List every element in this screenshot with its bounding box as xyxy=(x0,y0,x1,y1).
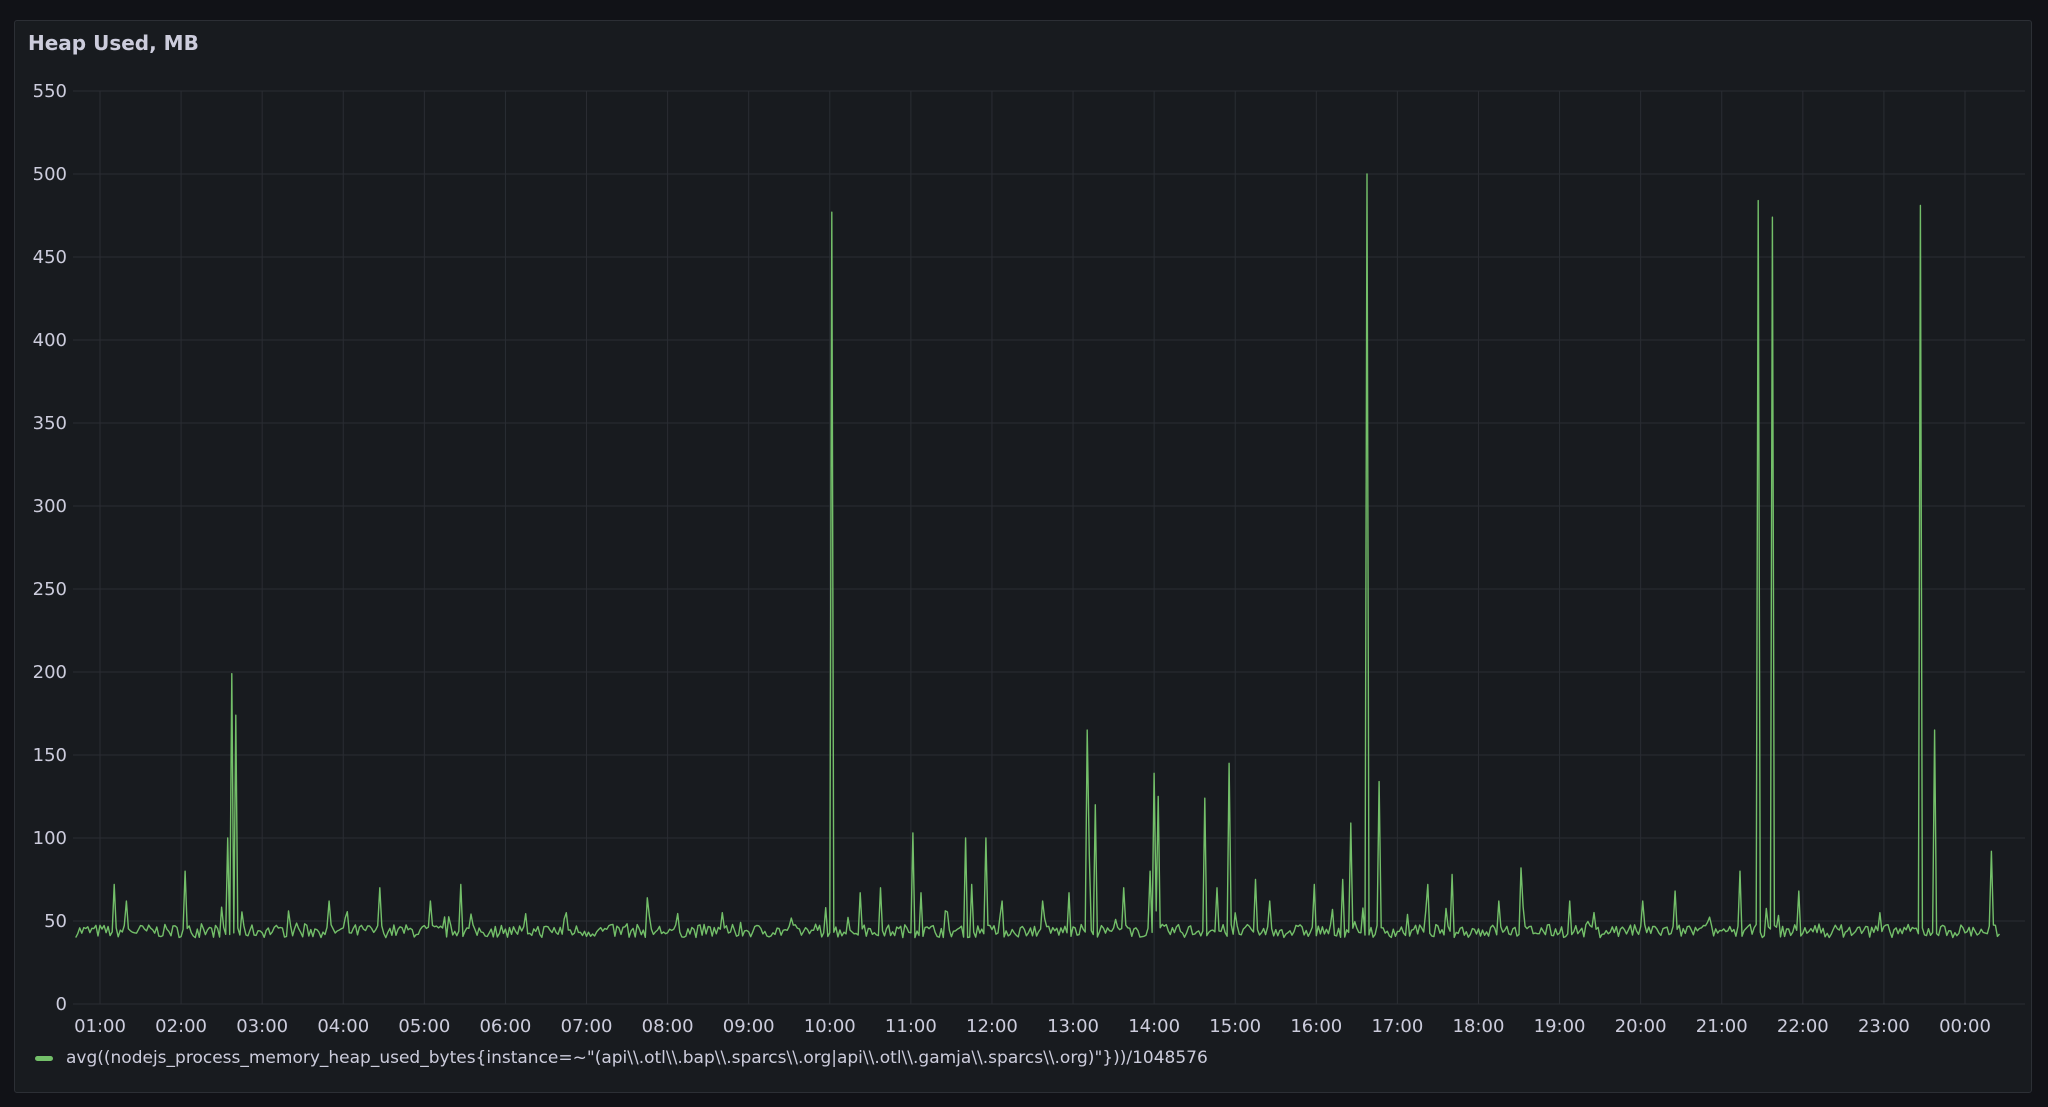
y-tick-label: 350 xyxy=(33,413,67,434)
x-tick-label: 08:00 xyxy=(642,1016,694,1037)
heap-used-panel: Heap Used, MB 0 50 100 150 200 250 300 350 400 45… xyxy=(14,20,2032,1093)
x-tick-label: 10:00 xyxy=(804,1016,856,1037)
y-tick-label: 50 xyxy=(44,911,67,932)
x-tick-label: 11:00 xyxy=(885,1016,937,1037)
x-axis-ticks: 01:00 02:00 03:00 04:00 05:00 06:00 07:00 08:00… xyxy=(74,1016,1991,1037)
y-tick-label: 500 xyxy=(33,164,67,185)
x-tick-label: 14:00 xyxy=(1128,1016,1180,1037)
chart-series xyxy=(75,173,2001,939)
x-tick-label: 15:00 xyxy=(1209,1016,1261,1037)
x-tick-label: 01:00 xyxy=(74,1016,126,1037)
y-tick-label: 550 xyxy=(33,81,67,102)
x-tick-label: 21:00 xyxy=(1696,1016,1748,1037)
y-tick-label: 450 xyxy=(33,247,67,268)
y-tick-label: 150 xyxy=(33,745,67,766)
legend-series-label: avg((nodejs_process_memory_heap_used_byt… xyxy=(66,1048,1208,1068)
legend-color-swatch xyxy=(35,1055,53,1061)
y-tick-label: 300 xyxy=(33,496,67,517)
x-tick-label: 12:00 xyxy=(966,1016,1018,1037)
x-tick-label: 00:00 xyxy=(1939,1016,1991,1037)
y-tick-label: 100 xyxy=(33,828,67,849)
series-line-heap-used[interactable] xyxy=(75,173,2001,939)
x-tick-label: 06:00 xyxy=(479,1016,531,1037)
x-tick-label: 16:00 xyxy=(1290,1016,1342,1037)
y-tick-label: 250 xyxy=(33,579,67,600)
x-tick-label: 05:00 xyxy=(398,1016,450,1037)
x-tick-label: 18:00 xyxy=(1453,1016,1505,1037)
x-tick-label: 19:00 xyxy=(1534,1016,1586,1037)
x-tick-label: 13:00 xyxy=(1047,1016,1099,1037)
x-tick-label: 03:00 xyxy=(236,1016,288,1037)
x-tick-label: 02:00 xyxy=(155,1016,207,1037)
x-tick-label: 17:00 xyxy=(1371,1016,1423,1037)
x-tick-label: 07:00 xyxy=(561,1016,613,1037)
chart-grid xyxy=(73,90,2025,1005)
x-tick-label: 22:00 xyxy=(1777,1016,1829,1037)
y-tick-label: 0 xyxy=(56,994,67,1015)
y-tick-label: 200 xyxy=(33,662,67,683)
panel-title[interactable]: Heap Used, MB xyxy=(28,31,199,55)
y-axis-ticks: 0 50 100 150 200 250 300 350 400 450 500 550 xyxy=(33,81,67,1015)
y-tick-label: 400 xyxy=(33,330,67,351)
x-tick-label: 20:00 xyxy=(1615,1016,1667,1037)
x-tick-label: 23:00 xyxy=(1858,1016,1910,1037)
x-tick-label: 09:00 xyxy=(723,1016,775,1037)
chart-legend[interactable]: avg((nodejs_process_memory_heap_used_byt… xyxy=(35,1048,1208,1068)
x-tick-label: 04:00 xyxy=(317,1016,369,1037)
